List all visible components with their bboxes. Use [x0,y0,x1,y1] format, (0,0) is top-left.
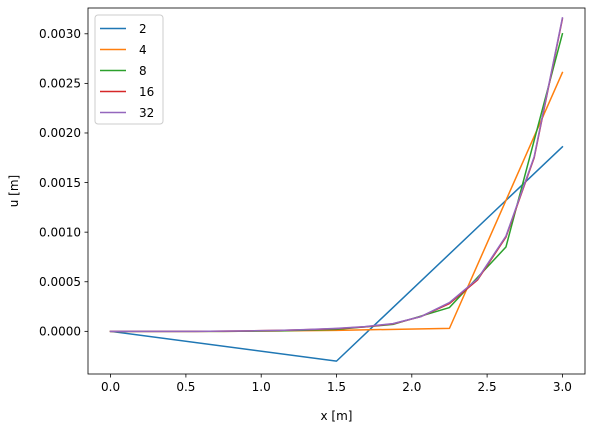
series-line-32 [109,17,564,333]
x-tick-label: 2.0 [402,380,421,394]
x-tick-label: 2.5 [478,380,497,394]
y-tick-label: 0.0020 [39,126,81,140]
y-axis: 0.0000 0.0005 0.0010 0.0015 0.0020 0.0025 0.00… [39,27,88,339]
legend: 2 4 8 16 32 [94,14,164,125]
legend-label-32: 32 [139,106,154,120]
x-tick-label: 1.0 [252,380,271,394]
legend-label-8: 8 [139,64,147,78]
plot-area [88,8,585,374]
x-tick-label: 0.0 [101,380,120,394]
x-axis: 0.0 0.5 1.0 1.5 2.0 2.5 3.0 [101,374,572,394]
y-tick-label: 0.0015 [39,176,81,190]
y-tick-label: 0.0025 [39,77,81,91]
legend-box [94,14,164,125]
legend-label-16: 16 [139,85,154,99]
legend-label-4: 4 [139,43,147,57]
x-axis-label: x [m] [321,409,353,423]
series-layer [109,17,564,362]
y-tick-label: 0.0010 [39,225,81,239]
x-tick-label: 0.5 [176,380,195,394]
series-line-2 [109,145,564,362]
y-axis-label: u [m] [7,175,21,207]
y-tick-label: 0.0005 [39,275,81,289]
y-tick-label: 0.0000 [39,325,81,339]
legend-label-2: 2 [139,22,147,36]
y-tick-label: 0.0030 [39,27,81,41]
x-tick-label: 3.0 [553,380,572,394]
x-tick-label: 1.5 [327,380,346,394]
legend-entries: 2 4 8 16 32 [100,22,154,120]
